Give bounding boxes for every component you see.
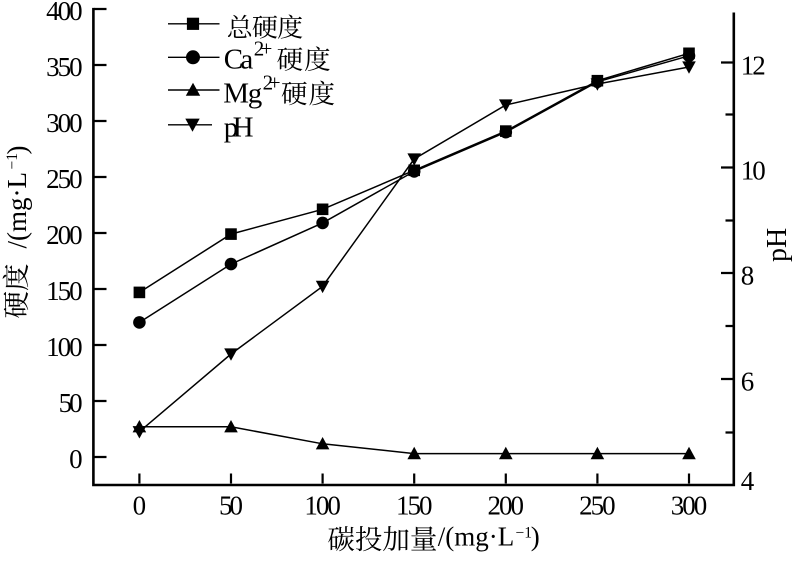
svg-text:300: 300	[671, 491, 708, 521]
svg-text:4: 4	[741, 466, 755, 496]
svg-text:pH: pH	[762, 228, 793, 262]
svg-text:50: 50	[219, 491, 243, 521]
svg-text:100: 100	[46, 332, 83, 362]
svg-text:8: 8	[741, 261, 755, 291]
svg-text:): )	[531, 522, 540, 552]
svg-text:6: 6	[741, 367, 755, 397]
svg-text:200: 200	[46, 220, 83, 250]
svg-text:pH: pH	[224, 111, 254, 143]
svg-text:400: 400	[46, 0, 83, 26]
svg-text:150: 150	[396, 491, 433, 521]
svg-text:2+: 2+	[254, 36, 272, 60]
svg-text:10: 10	[741, 156, 766, 186]
svg-text:/(mg·L: /(mg·L	[2, 172, 32, 248]
svg-text:−1: −1	[4, 153, 21, 170]
svg-text:250: 250	[579, 491, 616, 521]
svg-text:100: 100	[304, 491, 341, 521]
svg-text:0: 0	[69, 444, 83, 474]
svg-text:200: 200	[488, 491, 525, 521]
svg-text:Ca: Ca	[224, 43, 254, 75]
svg-text:300: 300	[46, 108, 83, 138]
svg-text:350: 350	[46, 52, 83, 82]
svg-text:12: 12	[741, 51, 766, 81]
svg-text:2+: 2+	[263, 71, 281, 95]
svg-text:50: 50	[59, 388, 83, 418]
svg-text:): )	[2, 146, 32, 155]
svg-text:−1: −1	[516, 525, 533, 542]
svg-text:Mg: Mg	[223, 78, 262, 110]
svg-text:250: 250	[46, 164, 83, 194]
svg-text:/(mg·L: /(mg·L	[438, 522, 514, 552]
svg-text:150: 150	[46, 276, 83, 306]
svg-text:0: 0	[133, 491, 147, 521]
